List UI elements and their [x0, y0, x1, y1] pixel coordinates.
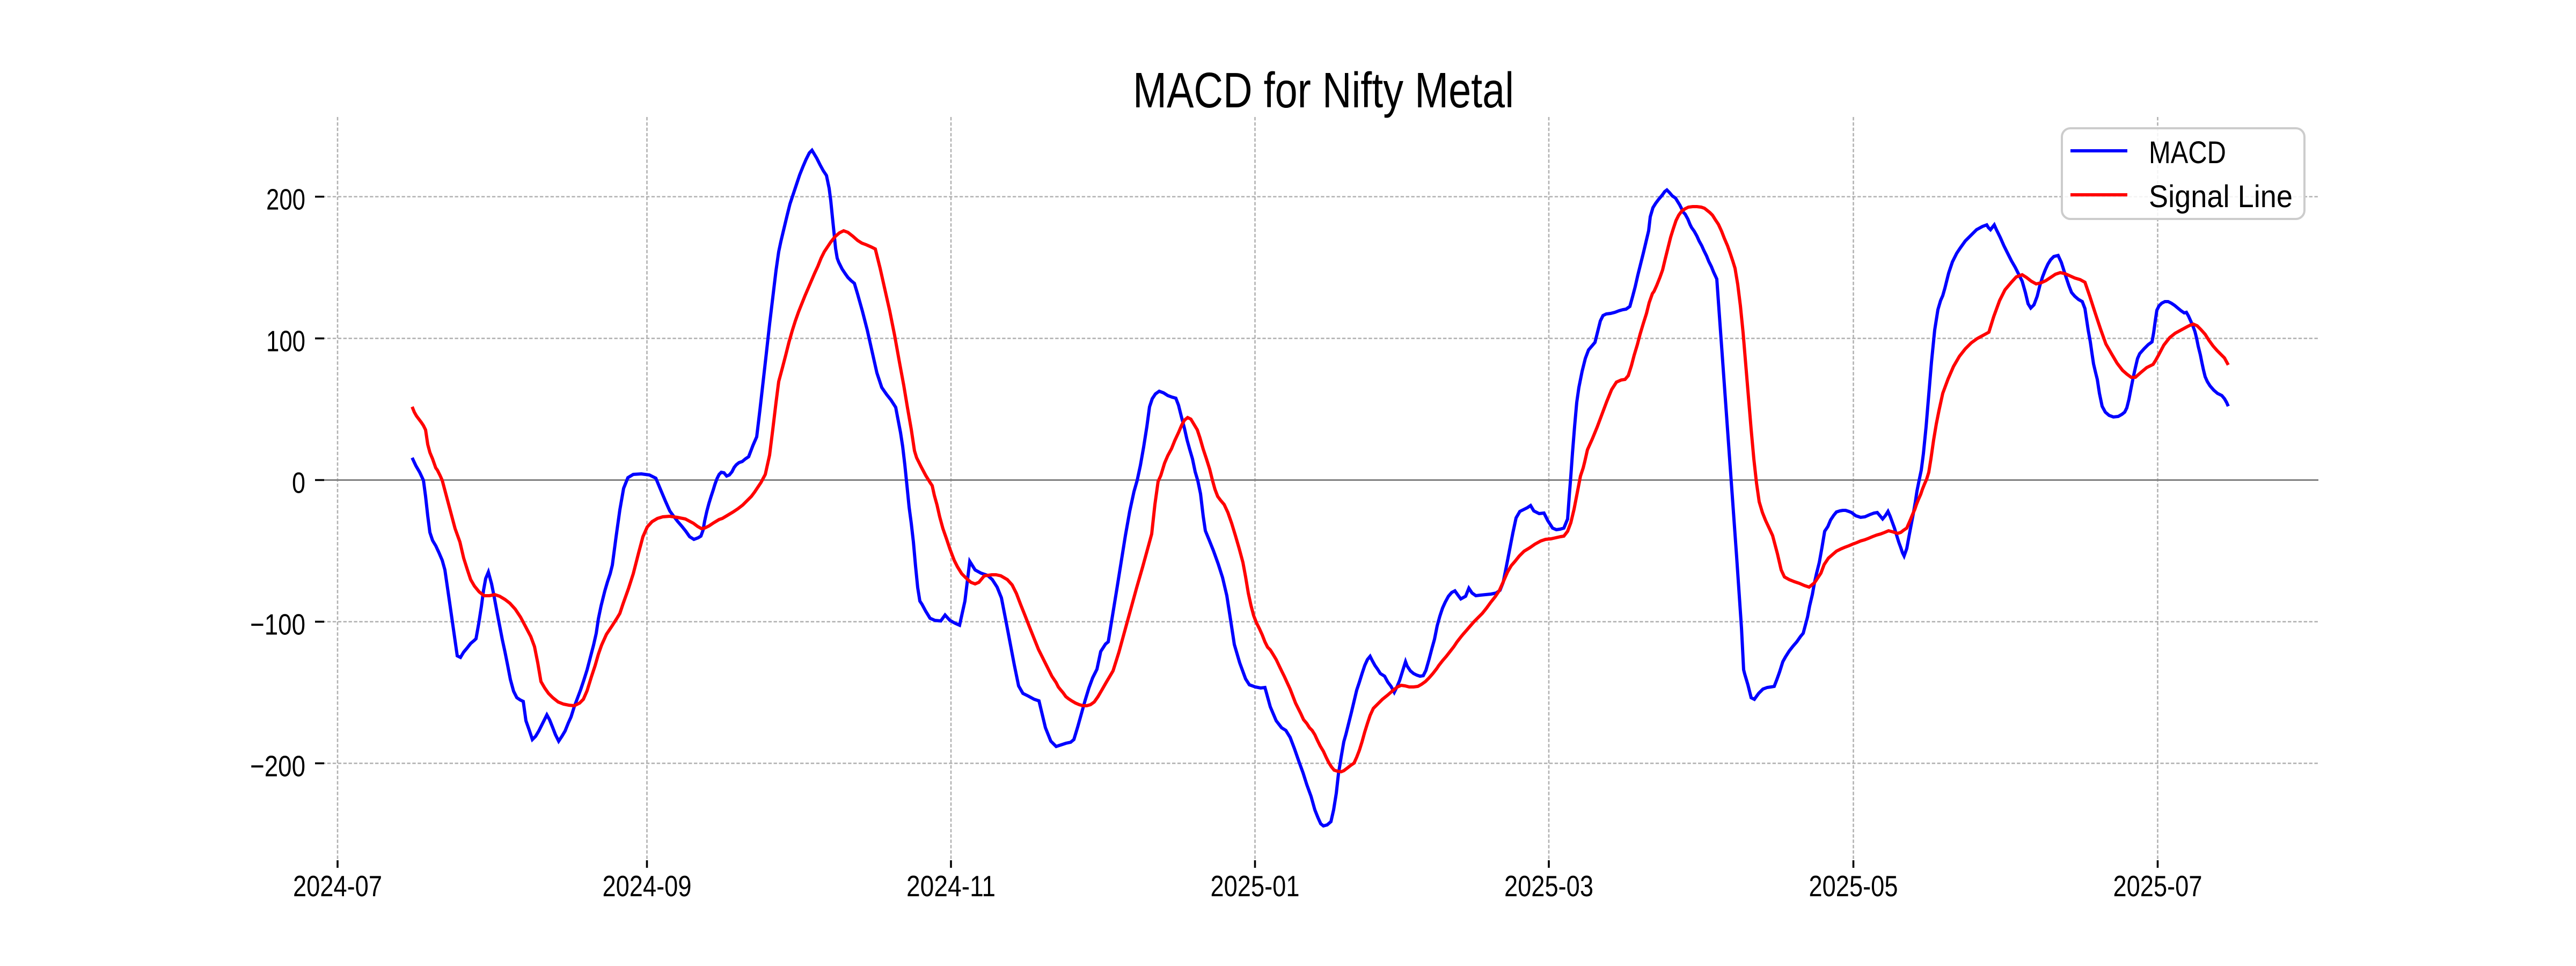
svg-text:−200: −200 — [250, 749, 305, 782]
svg-text:2024-09: 2024-09 — [603, 869, 692, 903]
svg-text:0: 0 — [292, 466, 305, 500]
svg-text:200: 200 — [266, 183, 305, 216]
svg-text:MACD for Nifty Metal: MACD for Nifty Metal — [1133, 62, 1514, 118]
svg-text:2025-01: 2025-01 — [1211, 869, 1300, 903]
svg-text:Signal Line: Signal Line — [2149, 179, 2293, 214]
svg-text:2025-03: 2025-03 — [1504, 869, 1593, 903]
svg-text:2024-07: 2024-07 — [293, 869, 382, 903]
svg-text:2025-07: 2025-07 — [2113, 869, 2202, 903]
svg-text:2024-11: 2024-11 — [906, 869, 996, 903]
svg-text:100: 100 — [266, 325, 305, 358]
svg-text:−100: −100 — [250, 608, 305, 641]
svg-text:2025-05: 2025-05 — [1809, 869, 1898, 903]
svg-text:MACD: MACD — [2149, 135, 2226, 170]
